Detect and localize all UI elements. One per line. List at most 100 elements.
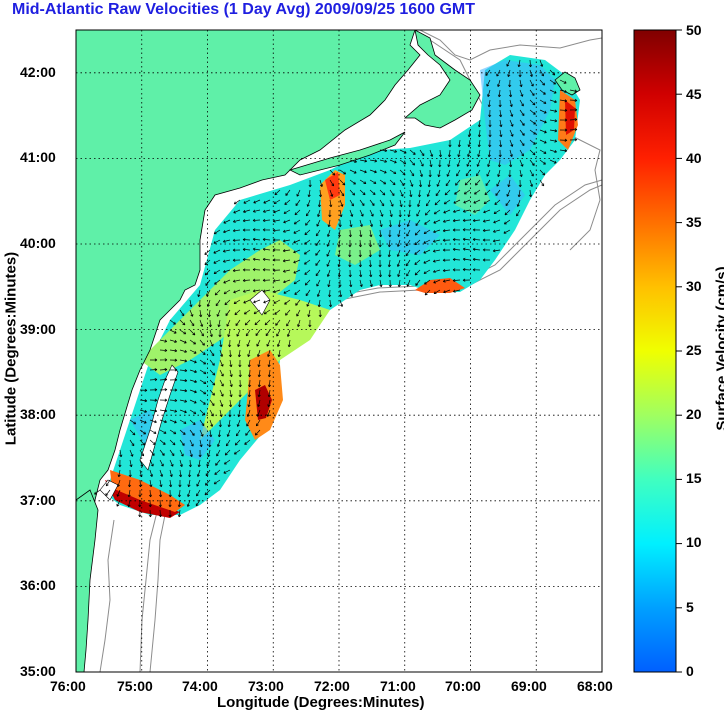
velocity-arrow — [217, 429, 221, 438]
velocity-arrow — [242, 268, 251, 272]
velocity-arrow — [217, 319, 221, 328]
velocity-arrow — [262, 247, 271, 251]
velocity-arrow — [295, 299, 301, 306]
velocity-arrow — [228, 349, 232, 358]
velocity-arrow — [179, 389, 188, 393]
velocity-arrow — [179, 329, 187, 335]
velocity-arrow — [223, 289, 231, 295]
velocity-arrow — [205, 469, 211, 477]
velocity-arrow — [477, 129, 482, 138]
velocity-arrow — [569, 128, 578, 132]
velocity-arrow — [442, 248, 451, 252]
velocity-arrow — [466, 159, 471, 167]
velocity-arrow — [293, 269, 301, 274]
velocity-arrow — [223, 469, 231, 474]
velocity-arrow — [432, 259, 441, 263]
velocity-arrow — [359, 229, 363, 238]
velocity-arrow — [549, 129, 558, 133]
velocity-arrow — [262, 257, 271, 262]
velocity-arrow — [415, 219, 421, 226]
velocity-arrow — [326, 239, 331, 247]
velocity-arrow — [189, 299, 193, 308]
velocity-arrow — [414, 249, 421, 255]
velocity-arrow — [509, 109, 514, 117]
velocity-arrow — [315, 269, 321, 277]
velocity-arrow — [265, 329, 271, 337]
velocity-arrow — [326, 249, 331, 257]
velocity-arrow — [337, 259, 341, 268]
velocity-arrow — [222, 259, 231, 263]
velocity-arrow — [434, 199, 441, 206]
velocity-arrow — [443, 209, 451, 214]
velocity-arrow — [159, 409, 168, 413]
velocity-arrow — [418, 179, 423, 188]
velocity-arrow — [179, 439, 185, 446]
colorbar-tick-label: 35 — [686, 214, 702, 230]
velocity-arrow — [225, 309, 231, 316]
velocity-arrow — [369, 279, 373, 288]
velocity-arrow — [476, 169, 481, 177]
velocity-arrow — [254, 429, 261, 436]
velocity-arrow — [189, 409, 197, 415]
velocity-arrow — [129, 459, 133, 468]
velocity-arrow — [497, 169, 501, 178]
velocity-arrow — [286, 319, 291, 327]
velocity-arrow — [213, 229, 221, 235]
velocity-arrow — [359, 199, 365, 206]
velocity-arrow — [448, 139, 452, 148]
velocity-arrow — [549, 159, 557, 164]
velocity-arrow — [529, 79, 534, 87]
velocity-arrow — [507, 69, 511, 78]
velocity-arrow — [177, 489, 182, 498]
velocity-arrow — [467, 149, 471, 157]
velocity-arrow — [232, 268, 241, 273]
velocity-arrow — [529, 149, 536, 156]
velocity-arrow — [234, 449, 241, 455]
velocity-arrow — [477, 149, 481, 158]
velocity-arrow — [177, 509, 181, 518]
velocity-arrow — [559, 99, 568, 103]
velocity-arrow — [529, 129, 536, 135]
velocity-arrow — [293, 229, 301, 234]
velocity-arrow — [416, 209, 421, 217]
velocity-arrow — [148, 509, 152, 518]
velocity-arrow — [442, 229, 451, 233]
velocity-arrow — [305, 219, 311, 226]
velocity-arrow — [139, 399, 148, 403]
velocity-arrow — [452, 268, 461, 272]
velocity-arrow — [218, 419, 222, 428]
velocity-arrow — [472, 257, 481, 262]
colorbar-tick-label: 50 — [686, 22, 702, 38]
velocity-arrow — [209, 399, 215, 406]
velocity-arrow — [447, 149, 452, 158]
velocity-arrow — [485, 179, 491, 187]
velocity-arrow — [149, 419, 157, 424]
velocity-arrow — [438, 149, 443, 158]
velocity-arrow — [485, 69, 491, 76]
velocity-arrow — [414, 229, 421, 236]
velocity-arrow — [262, 209, 271, 213]
velocity-arrow — [389, 149, 398, 153]
velocity-arrow — [316, 289, 321, 297]
velocity-arrow — [305, 289, 311, 297]
velocity-arrow — [159, 419, 167, 424]
velocity-arrow — [199, 359, 207, 365]
velocity-arrow — [189, 359, 197, 364]
velocity-arrow — [433, 209, 441, 215]
velocity-arrow — [159, 398, 168, 402]
velocity-arrow — [232, 238, 241, 242]
velocity-arrow — [127, 499, 131, 508]
velocity-arrow — [503, 219, 511, 225]
velocity-arrow — [424, 279, 431, 285]
velocity-arrow — [379, 159, 388, 163]
velocity-arrow — [209, 419, 214, 427]
ytick-label: 42:00 — [20, 64, 56, 80]
velocity-arrow — [199, 399, 206, 405]
velocity-arrow — [189, 319, 195, 327]
velocity-arrow — [358, 249, 362, 258]
velocity-arrow — [462, 278, 471, 282]
velocity-arrow — [443, 199, 451, 205]
velocity-arrow — [379, 179, 387, 185]
velocity-arrow — [256, 349, 261, 357]
velocity-arrow — [222, 249, 231, 253]
